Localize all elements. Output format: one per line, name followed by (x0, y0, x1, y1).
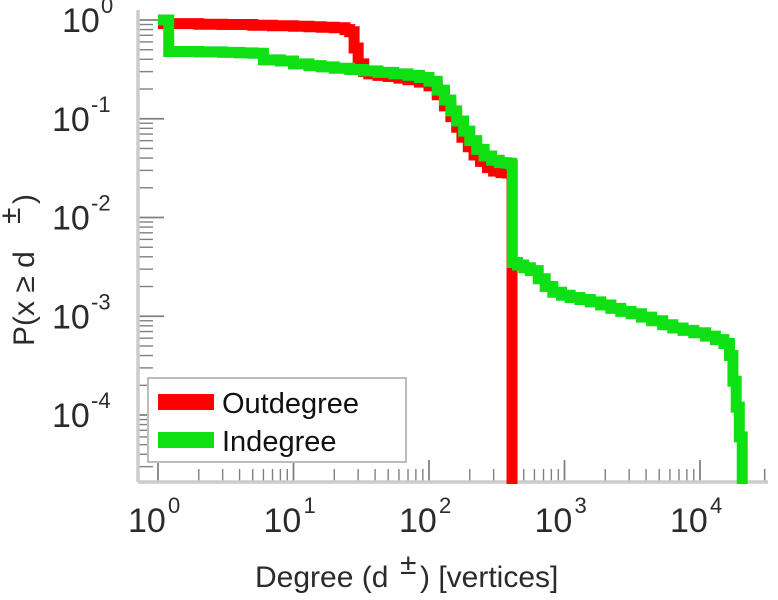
x-tick-label-exponent: 1 (304, 493, 316, 518)
x-tick-label-mantissa: 10 (399, 502, 437, 540)
legend-label-indegree: Indegree (222, 426, 337, 458)
y-tick-label-exponent: 0 (101, 0, 113, 18)
x-tick-label-mantissa: 10 (128, 502, 166, 540)
y-tick-label-mantissa: 10 (62, 2, 100, 40)
y-tick-label: 10 0 (62, 0, 113, 40)
y-tick-label-exponent: -4 (91, 388, 111, 413)
x-tick-label-exponent: 2 (439, 493, 451, 518)
x-tick-label-exponent: 0 (168, 493, 180, 518)
x-axis-title-tail: ) [vertices] (420, 561, 558, 594)
x-tick-label-exponent: 4 (710, 493, 722, 518)
chart-legend[interactable]: Outdegree Indegree (147, 377, 407, 463)
y-axis-title-tail: ) (8, 194, 41, 204)
axis-lines-layer (136, 10, 768, 484)
y-tick-label-mantissa: 10 (52, 200, 90, 238)
y-tick-label-mantissa: 10 (52, 397, 90, 435)
y-axis-title-main: P(x ≥ d (8, 251, 41, 346)
data-series-layer (158, 14, 748, 485)
y-tick-label-exponent: -3 (91, 289, 111, 314)
series-line-indegree (158, 14, 748, 485)
y-tick-label-exponent: -2 (91, 191, 111, 216)
x-tick-label: 10 1 (264, 493, 316, 540)
x-tick-label-mantissa: 10 (535, 502, 573, 540)
y-tick-label: 10 -1 (52, 92, 111, 139)
y-tick-label-exponent: -1 (91, 92, 111, 117)
axis-titles-layer: Degree (d±) [vertices]P(x ≥ d±) (0, 194, 558, 594)
x-tick-label: 10 4 (670, 493, 722, 540)
legend-label-outdegree: Outdegree (222, 388, 359, 420)
y-tick-label: 10 -2 (52, 191, 111, 238)
y-tick-label: 10 -3 (52, 289, 111, 336)
legend-swatch-outdegree (158, 394, 214, 410)
x-axis-title-main: Degree (d (255, 561, 388, 594)
legend-item-outdegree[interactable]: Outdegree (158, 388, 359, 420)
y-tick-label: 10 -4 (52, 388, 111, 435)
x-tick-label-mantissa: 10 (670, 502, 708, 540)
y-tick-label-mantissa: 10 (52, 298, 90, 336)
y-axis-title: P(x ≥ d ±) (0, 194, 41, 346)
x-tick-label-mantissa: 10 (264, 502, 302, 540)
legend-swatch-indegree (158, 432, 214, 448)
y-axis-title-superscript: ± (0, 208, 27, 224)
y-tick-label-mantissa: 10 (52, 101, 90, 139)
x-tick-label: 10 3 (535, 493, 587, 540)
x-tick-label: 10 2 (399, 493, 451, 540)
x-tick-label: 10 0 (128, 493, 180, 540)
legend-item-indegree[interactable]: Indegree (158, 426, 337, 458)
x-tick-label-exponent: 3 (575, 493, 587, 518)
axis-tick-labels-layer: 10 0 10 1 10 2 10 3 10 410 010 -110 -210 -310 -4 (52, 0, 722, 540)
x-axis-title-superscript: ± (400, 548, 416, 581)
x-axis-title: Degree (d ±) [vertices] (255, 548, 558, 594)
